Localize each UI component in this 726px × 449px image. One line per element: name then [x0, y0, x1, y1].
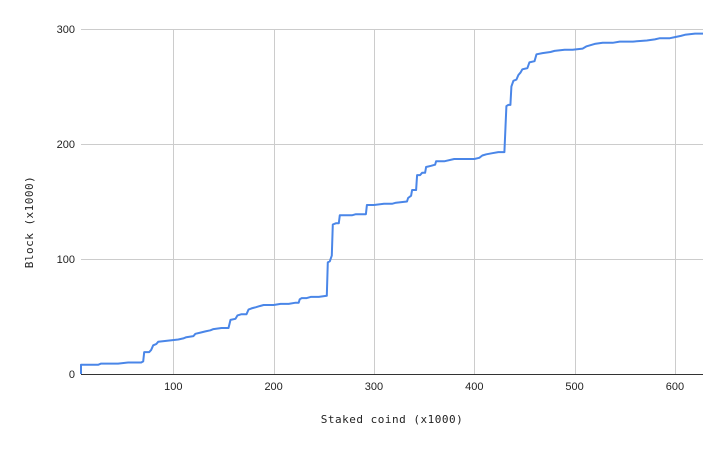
x-tick-label: 500 — [565, 381, 583, 393]
y-tick-label: 0 — [69, 369, 75, 381]
x-tick-label: 400 — [465, 381, 483, 393]
series-line — [80, 32, 703, 374]
series-layer — [80, 32, 703, 374]
y-axis-title: Block (x1000) — [23, 176, 36, 269]
x-tick-label: 200 — [264, 381, 282, 393]
y-tick-label: 100 — [57, 254, 75, 266]
gridlines — [81, 29, 703, 374]
y-tick-label: 200 — [57, 139, 75, 151]
x-tick-labels: 100 200 300 400 500 600 — [164, 381, 684, 393]
x-axis-title: Staked coind (x1000) — [321, 413, 463, 426]
y-tick-labels: 0 100 200 300 — [57, 24, 75, 381]
x-tick-label: 600 — [666, 381, 684, 393]
y-tick-label: 300 — [57, 24, 75, 36]
x-tick-label: 300 — [365, 381, 383, 393]
x-tick-label: 100 — [164, 381, 182, 393]
